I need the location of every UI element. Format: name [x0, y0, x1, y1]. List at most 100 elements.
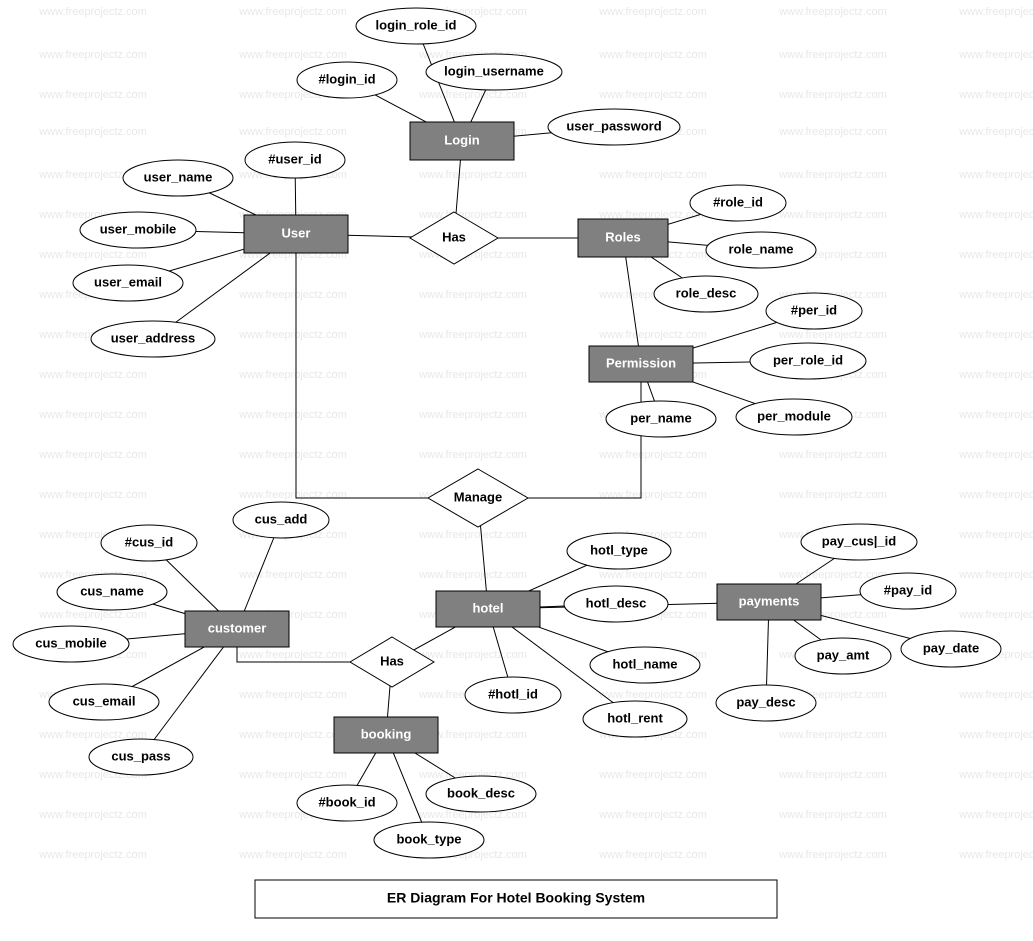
svg-text:www.freeprojectz.com: www.freeprojectz.com	[38, 89, 147, 101]
svg-text:www.freeprojectz.com: www.freeprojectz.com	[238, 729, 347, 741]
svg-text:www.freeprojectz.com: www.freeprojectz.com	[778, 209, 887, 221]
attr-label-pay_amt: pay_amt	[817, 647, 870, 662]
svg-text:www.freeprojectz.com: www.freeprojectz.com	[418, 89, 527, 101]
attr-label-cus_email: cus_email	[73, 693, 136, 708]
svg-text:www.freeprojectz.com: www.freeprojectz.com	[238, 369, 347, 381]
svg-text:www.freeprojectz.com: www.freeprojectz.com	[238, 689, 347, 701]
attr-label-user_id: #user_id	[268, 151, 322, 166]
svg-text:www.freeprojectz.com: www.freeprojectz.com	[238, 449, 347, 461]
svg-text:www.freeprojectz.com: www.freeprojectz.com	[38, 609, 147, 621]
entity-label-roles: Roles	[605, 229, 640, 244]
svg-text:www.freeprojectz.com: www.freeprojectz.com	[598, 489, 707, 501]
attr-label-user_mobile: user_mobile	[100, 221, 177, 236]
rel-label-manage: Manage	[454, 489, 502, 504]
svg-text:www.freeprojectz.com: www.freeprojectz.com	[238, 289, 347, 301]
svg-text:www.freeprojectz.com: www.freeprojectz.com	[418, 329, 527, 341]
svg-text:www.freeprojectz.com: www.freeprojectz.com	[418, 529, 527, 541]
svg-text:www.freeprojectz.com: www.freeprojectz.com	[598, 49, 707, 61]
svg-text:www.freeprojectz.com: www.freeprojectz.com	[958, 409, 1033, 421]
attr-label-hotl_name: hotl_name	[612, 656, 677, 671]
svg-text:www.freeprojectz.com: www.freeprojectz.com	[778, 329, 887, 341]
svg-text:www.freeprojectz.com: www.freeprojectz.com	[38, 369, 147, 381]
svg-text:www.freeprojectz.com: www.freeprojectz.com	[38, 809, 147, 821]
attr-label-role_name: role_name	[728, 241, 793, 256]
svg-text:www.freeprojectz.com: www.freeprojectz.com	[598, 6, 707, 18]
svg-text:www.freeprojectz.com: www.freeprojectz.com	[958, 249, 1033, 261]
attr-label-pay_date: pay_date	[923, 640, 979, 655]
svg-text:www.freeprojectz.com: www.freeprojectz.com	[38, 6, 147, 18]
entity-label-user: User	[282, 225, 311, 240]
rel-label-has1: Has	[442, 229, 466, 244]
svg-text:www.freeprojectz.com: www.freeprojectz.com	[598, 169, 707, 181]
svg-text:www.freeprojectz.com: www.freeprojectz.com	[418, 289, 527, 301]
svg-text:www.freeprojectz.com: www.freeprojectz.com	[418, 209, 527, 221]
svg-text:www.freeprojectz.com: www.freeprojectz.com	[38, 49, 147, 61]
svg-text:www.freeprojectz.com: www.freeprojectz.com	[38, 126, 147, 138]
attr-label-login_id: #login_id	[318, 71, 375, 86]
entity-label-customer: customer	[208, 620, 267, 635]
attr-label-role_desc: role_desc	[676, 285, 737, 300]
svg-text:www.freeprojectz.com: www.freeprojectz.com	[418, 569, 527, 581]
svg-text:www.freeprojectz.com: www.freeprojectz.com	[778, 449, 887, 461]
entity-label-permission: Permission	[606, 355, 676, 370]
svg-text:www.freeprojectz.com: www.freeprojectz.com	[778, 809, 887, 821]
entity-label-hotel: hotel	[472, 600, 503, 615]
attr-label-hotl_id: #hotl_id	[488, 686, 538, 701]
svg-text:www.freeprojectz.com: www.freeprojectz.com	[778, 126, 887, 138]
attr-label-user_name: user_name	[144, 169, 213, 184]
svg-text:www.freeprojectz.com: www.freeprojectz.com	[778, 169, 887, 181]
svg-text:www.freeprojectz.com: www.freeprojectz.com	[778, 769, 887, 781]
svg-text:www.freeprojectz.com: www.freeprojectz.com	[238, 849, 347, 861]
svg-text:www.freeprojectz.com: www.freeprojectz.com	[418, 449, 527, 461]
entity-label-booking: booking	[361, 726, 412, 741]
svg-text:www.freeprojectz.com: www.freeprojectz.com	[958, 289, 1033, 301]
attr-label-cus_add: cus_add	[255, 511, 308, 526]
svg-text:www.freeprojectz.com: www.freeprojectz.com	[778, 729, 887, 741]
svg-text:www.freeprojectz.com: www.freeprojectz.com	[958, 809, 1033, 821]
entity-label-login: Login	[444, 132, 479, 147]
attr-label-cus_name: cus_name	[80, 583, 144, 598]
svg-text:www.freeprojectz.com: www.freeprojectz.com	[238, 329, 347, 341]
attr-label-pay_desc: pay_desc	[736, 694, 795, 709]
svg-text:www.freeprojectz.com: www.freeprojectz.com	[958, 369, 1033, 381]
svg-text:www.freeprojectz.com: www.freeprojectz.com	[598, 89, 707, 101]
attr-label-per_role_id: per_role_id	[773, 352, 843, 367]
svg-text:www.freeprojectz.com: www.freeprojectz.com	[598, 689, 707, 701]
attr-label-role_id: #role_id	[713, 194, 763, 209]
svg-text:www.freeprojectz.com: www.freeprojectz.com	[598, 449, 707, 461]
svg-text:www.freeprojectz.com: www.freeprojectz.com	[238, 49, 347, 61]
attr-label-hotl_type: hotl_type	[590, 542, 648, 557]
svg-text:www.freeprojectz.com: www.freeprojectz.com	[38, 449, 147, 461]
svg-text:www.freeprojectz.com: www.freeprojectz.com	[958, 849, 1033, 861]
attr-label-cus_mobile: cus_mobile	[35, 635, 107, 650]
svg-text:www.freeprojectz.com: www.freeprojectz.com	[958, 689, 1033, 701]
entity-label-payments: payments	[739, 593, 800, 608]
svg-text:www.freeprojectz.com: www.freeprojectz.com	[958, 6, 1033, 18]
svg-text:www.freeprojectz.com: www.freeprojectz.com	[958, 169, 1033, 181]
diagram-title: ER Diagram For Hotel Booking System	[387, 890, 645, 906]
svg-text:www.freeprojectz.com: www.freeprojectz.com	[958, 609, 1033, 621]
svg-text:www.freeprojectz.com: www.freeprojectz.com	[958, 329, 1033, 341]
attr-label-book_desc: book_desc	[447, 785, 515, 800]
attr-label-pay_id: #pay_id	[884, 582, 932, 597]
svg-text:www.freeprojectz.com: www.freeprojectz.com	[958, 569, 1033, 581]
svg-text:www.freeprojectz.com: www.freeprojectz.com	[958, 729, 1033, 741]
svg-text:www.freeprojectz.com: www.freeprojectz.com	[418, 649, 527, 661]
svg-text:www.freeprojectz.com: www.freeprojectz.com	[238, 6, 347, 18]
svg-text:www.freeprojectz.com: www.freeprojectz.com	[778, 49, 887, 61]
svg-text:www.freeprojectz.com: www.freeprojectz.com	[958, 126, 1033, 138]
svg-text:www.freeprojectz.com: www.freeprojectz.com	[598, 329, 707, 341]
svg-text:www.freeprojectz.com: www.freeprojectz.com	[958, 489, 1033, 501]
rel-label-has2: Has	[380, 653, 404, 668]
svg-text:www.freeprojectz.com: www.freeprojectz.com	[418, 409, 527, 421]
svg-text:www.freeprojectz.com: www.freeprojectz.com	[778, 849, 887, 861]
svg-text:www.freeprojectz.com: www.freeprojectz.com	[38, 409, 147, 421]
attr-label-per_name: per_name	[630, 410, 691, 425]
svg-text:www.freeprojectz.com: www.freeprojectz.com	[598, 569, 707, 581]
svg-text:www.freeprojectz.com: www.freeprojectz.com	[958, 89, 1033, 101]
svg-text:www.freeprojectz.com: www.freeprojectz.com	[238, 409, 347, 421]
svg-text:www.freeprojectz.com: www.freeprojectz.com	[238, 769, 347, 781]
svg-text:www.freeprojectz.com: www.freeprojectz.com	[958, 529, 1033, 541]
svg-text:www.freeprojectz.com: www.freeprojectz.com	[418, 369, 527, 381]
svg-text:www.freeprojectz.com: www.freeprojectz.com	[598, 809, 707, 821]
